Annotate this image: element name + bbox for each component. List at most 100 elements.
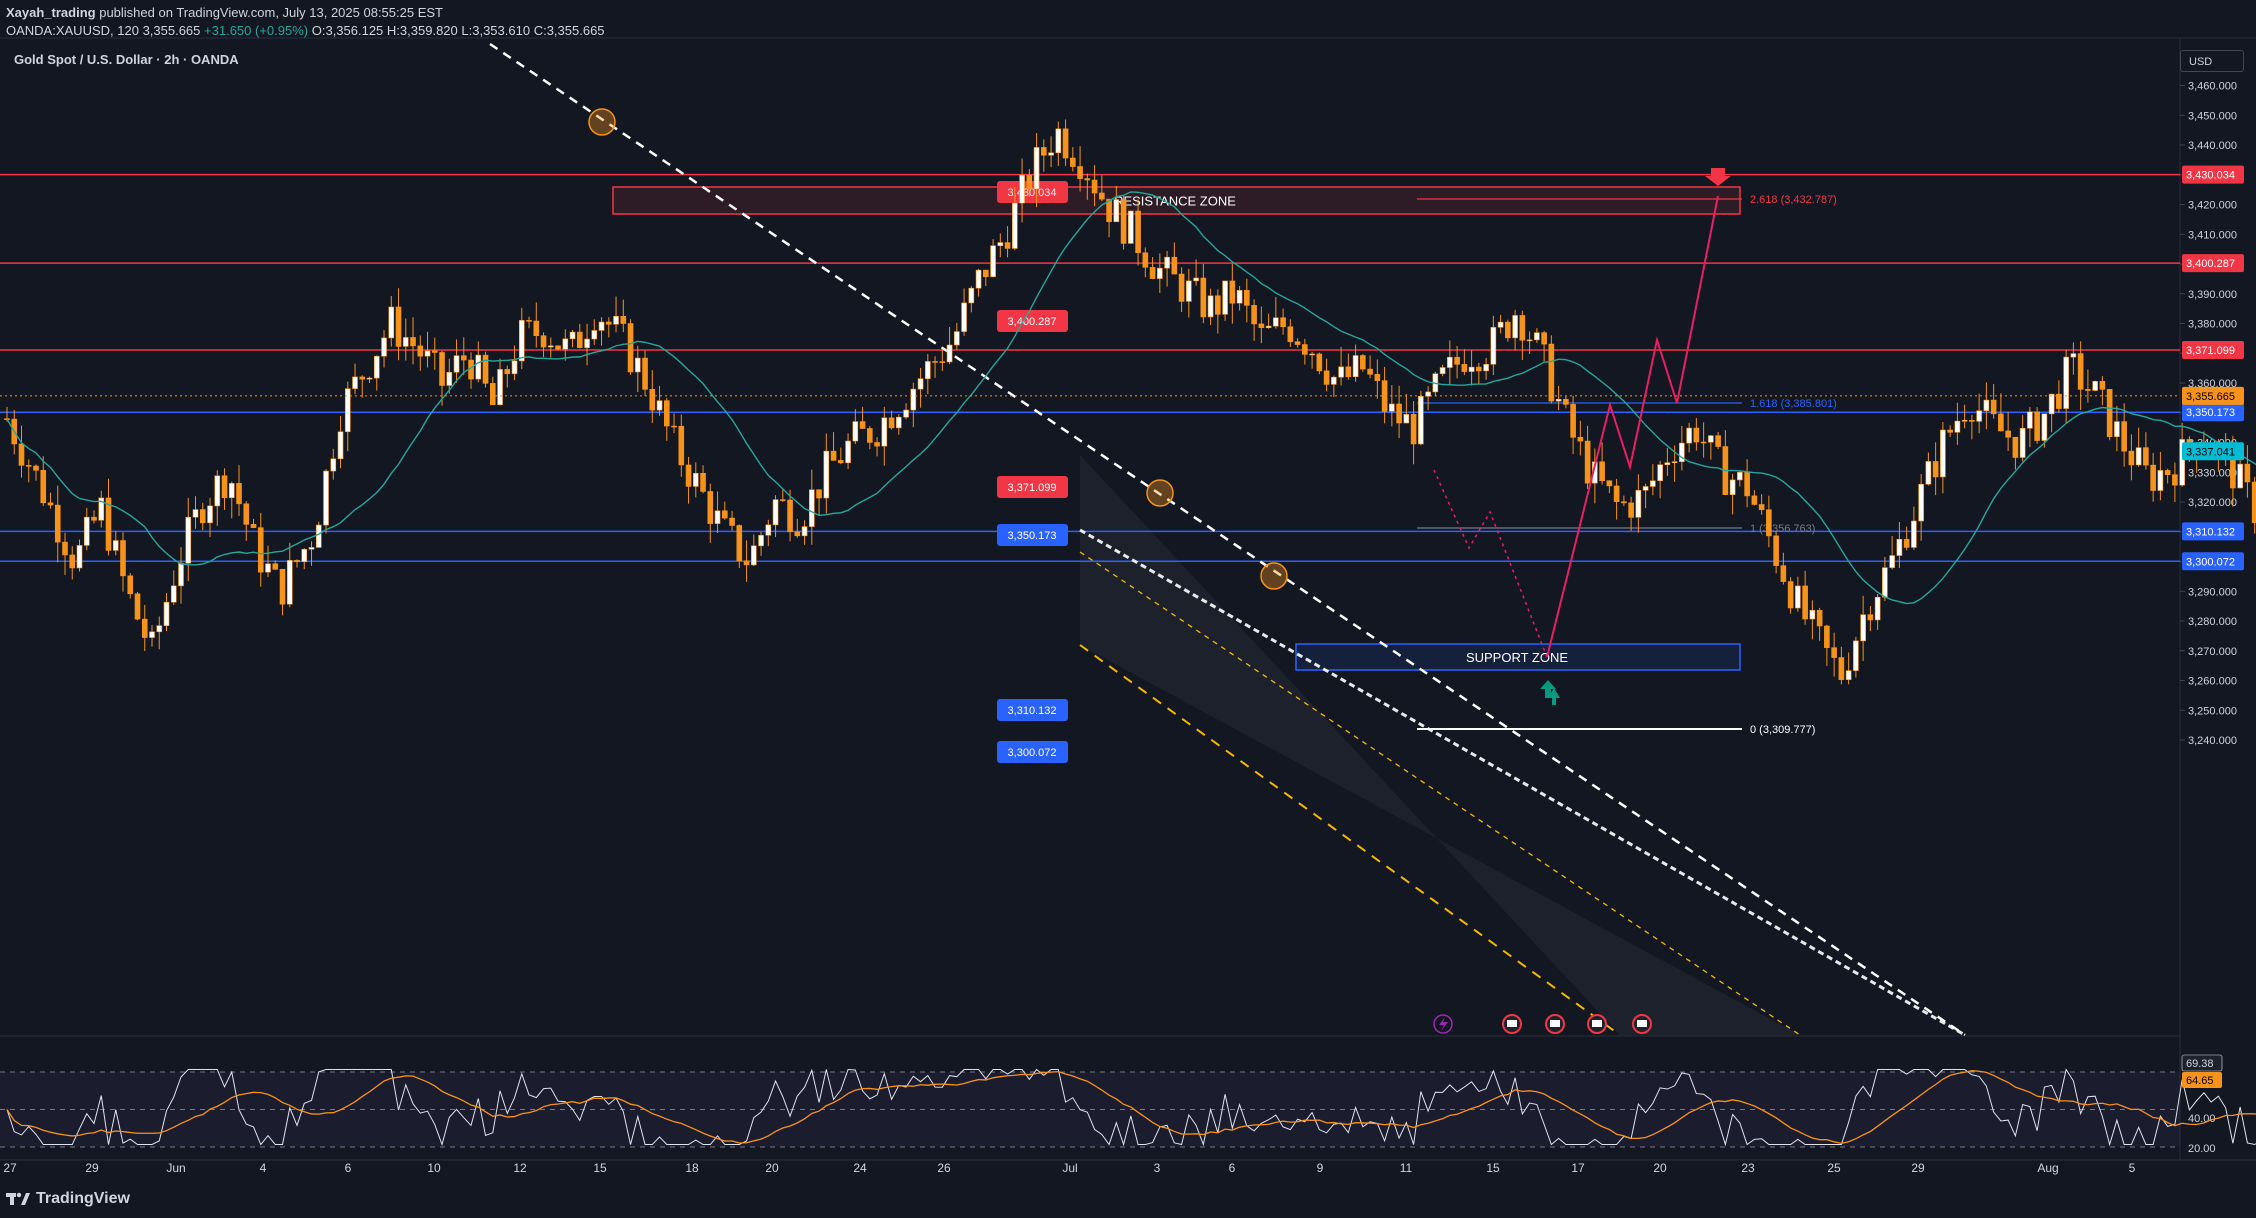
rsi-signal-line[interactable]: [6, 1070, 2256, 1145]
candle-body: [1019, 174, 1025, 204]
candle-body: [1874, 596, 1881, 621]
zone-box[interactable]: [1295, 643, 1741, 671]
candle-body: [1483, 364, 1489, 372]
high-value: H:3,359.820: [386, 23, 458, 38]
candle-body: [1193, 277, 1199, 282]
candle-body: [1323, 370, 1330, 385]
candle-body: [1932, 461, 1939, 478]
price-change: +31.650 (+0.95%): [204, 23, 309, 38]
candle-body: [1120, 199, 1127, 244]
candle-body: [946, 344, 953, 363]
y-axis-tick-label: 3,240.000: [2188, 735, 2237, 747]
support-arrow-up-icon[interactable]: [1548, 688, 1560, 705]
candle-body: [1635, 490, 1642, 518]
candle-body: [605, 321, 612, 325]
event-lightning-icon[interactable]: [1433, 1014, 1453, 1034]
candle-body: [881, 417, 888, 447]
candle-body: [83, 516, 90, 546]
candle-body: [794, 531, 801, 537]
candle-body: [439, 352, 445, 386]
pivot-marker[interactable]: [1260, 562, 1288, 590]
candle-body: [1439, 367, 1446, 375]
x-axis-tick-label: 20: [1653, 1161, 1667, 1175]
level-label-badge[interactable]: [997, 310, 1068, 332]
candle-body: [1737, 471, 1743, 481]
candle-body: [1976, 410, 1982, 422]
channel-mid-line[interactable]: [1079, 551, 1801, 1036]
candle-body: [939, 361, 946, 363]
candle-body: [1280, 317, 1286, 328]
published-text: published on TradingView.com, July 13, 2…: [99, 5, 443, 20]
rsi-line[interactable]: [6, 1068, 2256, 1147]
candle-body: [990, 245, 996, 278]
level-label-badge[interactable]: [997, 699, 1068, 721]
level-label-badge[interactable]: [997, 741, 1068, 763]
candle-body: [1613, 485, 1620, 502]
candle-body: [1331, 376, 1337, 385]
x-axis-tick-label: 5: [2129, 1161, 2136, 1175]
candle-body: [845, 440, 851, 464]
pivot-marker[interactable]: [588, 108, 616, 136]
candle-body: [1454, 356, 1460, 365]
candle-body: [431, 350, 438, 353]
level-label-badge[interactable]: [997, 524, 1068, 546]
ma-price-label: 3,337.041: [2186, 446, 2235, 458]
price-axis-level-label: 3,371.099: [2186, 345, 2235, 357]
candle-body: [1302, 344, 1308, 355]
level-label-text: 3,371.099: [1008, 482, 1057, 494]
candle-body: [395, 306, 402, 347]
candle-body: [1447, 356, 1453, 368]
candle-body: [787, 499, 793, 533]
x-axis-tick-label: Jun: [166, 1161, 185, 1175]
candle-body: [178, 562, 184, 587]
tradingview-logo[interactable]: TradingView: [6, 1190, 130, 1208]
candle-body: [1838, 657, 1845, 680]
candle-body: [54, 504, 61, 543]
candle-body: [1824, 625, 1830, 648]
candle-body: [460, 355, 467, 361]
rsi-signal-label: 64.65: [2186, 1075, 2214, 1087]
candle-body: [1142, 252, 1149, 268]
candle-body: [2085, 389, 2091, 391]
support-arrow-up-icon[interactable]: [1540, 680, 1556, 698]
moving-average-line[interactable]: [6, 191, 2256, 605]
projection-path[interactable]: [1546, 195, 1719, 658]
fib-level-label: 1 (3,356.763): [1750, 523, 1815, 535]
candle-body: [925, 361, 931, 380]
candle-body: [1418, 396, 1424, 445]
candle-body: [772, 499, 779, 526]
rsi-signal-badge: [2182, 1072, 2222, 1088]
plot-area[interactable]: [0, 38, 2180, 1038]
x-axis-tick-label: 12: [513, 1161, 527, 1175]
lightning-icon: [1439, 1017, 1448, 1031]
candle-body: [1222, 280, 1228, 315]
channel-lower-line[interactable]: [1079, 644, 1621, 1036]
candle-body: [33, 465, 39, 471]
candle-body: [359, 376, 366, 380]
candle-body: [1258, 323, 1265, 329]
target-arrow-down-icon[interactable]: [1705, 168, 1731, 186]
x-axis-tick-label: 11: [1400, 1161, 1413, 1175]
candle-body: [511, 360, 518, 375]
level-label-text: 3,310.132: [1008, 705, 1057, 717]
candle-body: [758, 534, 764, 547]
candle-body: [1091, 179, 1098, 194]
candle-body: [2244, 463, 2251, 483]
candle-body: [1490, 327, 1497, 365]
x-axis-tick-label: Aug: [2037, 1161, 2058, 1175]
candle-body: [1903, 538, 1910, 548]
publisher-name[interactable]: Xayah_trading: [6, 5, 96, 20]
rsi-value-badge: [2181, 1054, 2223, 1072]
candle-body: [1729, 479, 1736, 495]
candle-body: [1599, 461, 1605, 482]
candle-body: [1497, 321, 1504, 328]
candle-body: [562, 338, 569, 350]
candle-body: [1294, 341, 1301, 345]
descending-trendline[interactable]: [489, 42, 1966, 1037]
pivot-marker[interactable]: [1146, 479, 1174, 507]
projection-pullback-path[interactable]: [1433, 469, 1548, 658]
currency-button[interactable]: USD: [2180, 50, 2244, 72]
level-label-badge[interactable]: [997, 476, 1068, 498]
candle-body: [1360, 355, 1366, 370]
